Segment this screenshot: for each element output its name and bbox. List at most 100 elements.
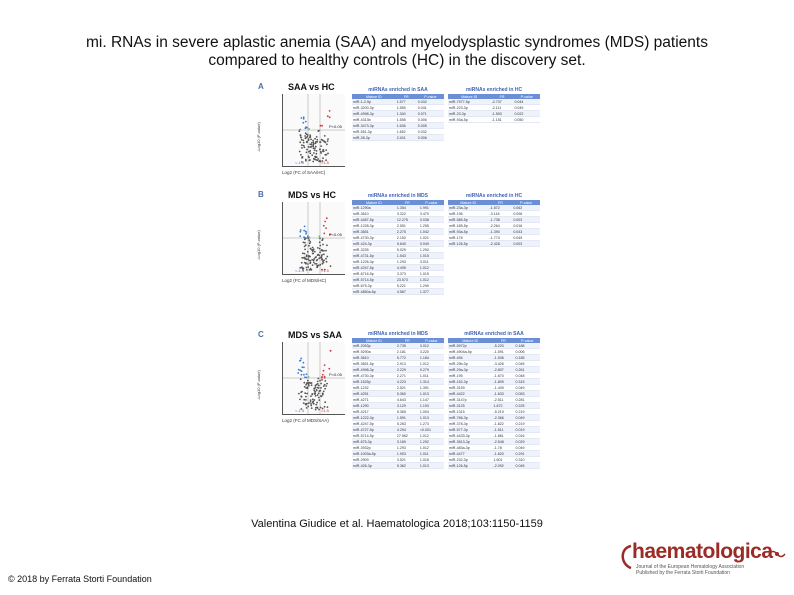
volcano-point — [319, 150, 322, 153]
table-cell: miR-378-3p — [448, 420, 493, 427]
table-cell: miR-178 — [448, 234, 489, 241]
table-cell: 0.043 — [512, 228, 540, 235]
volcano-point — [303, 381, 306, 384]
volcano-point — [323, 140, 325, 143]
table-title: miRNAs enriched in MDS — [367, 193, 428, 199]
volcano-point — [324, 401, 327, 404]
table-cell: -2.366 — [492, 414, 515, 421]
table-cell: miR-1222-3p — [352, 414, 396, 421]
volcano-point — [317, 264, 320, 267]
table-row: miR-2909 3.521 1.018 — [352, 456, 444, 463]
volcano-point — [326, 115, 329, 118]
table-header-row: Mature ID FR P-value — [352, 338, 444, 343]
table-cell: miR-126-5p — [448, 462, 493, 469]
fc-right-label: >1.5 — [321, 160, 330, 165]
table-row: miR-4217 5.365 1.004 — [352, 408, 444, 415]
table-row: miR-3473-3p 1.636 0.005 — [352, 122, 444, 129]
table-cell: 4.223 — [395, 378, 419, 385]
table-row: miR-4727-5p 4.294 <0.001 — [352, 426, 444, 433]
volcano-point — [322, 385, 325, 387]
table-cell: 1.011 — [418, 450, 444, 457]
volcano-point — [306, 392, 308, 395]
plot-area: P=0.05 <-1.5 >1.5 — [282, 202, 345, 275]
table-cell: 0.071 — [416, 110, 444, 117]
table-cell: 5.221 — [395, 282, 419, 289]
table-cell: 0.016 — [512, 222, 540, 229]
table-cell: -1.620 — [492, 450, 515, 457]
table-row: miR-4731-5p 1.543 1.015 — [352, 252, 444, 259]
table-cell: 5.772 — [395, 354, 419, 361]
volcano-point — [309, 143, 312, 146]
volcano-point — [305, 403, 307, 406]
table-row: miR-4251 5.360 1.013 — [352, 390, 444, 397]
plot-title: MDS vs HC — [288, 190, 337, 200]
volcano-point — [304, 137, 307, 140]
table-cell: 1.012 — [418, 444, 444, 451]
table-cell: -1.633 — [492, 390, 515, 397]
table-row: miR-195 -1.670 0.048 — [448, 372, 540, 379]
volcano-point — [297, 368, 300, 371]
table-cell: 0.049 — [418, 240, 444, 247]
table-cell: 3.011 — [418, 258, 444, 265]
table-cell: miR-4247-5p — [352, 264, 396, 271]
volcano-point — [304, 237, 307, 240]
volcano-point — [324, 380, 327, 382]
volcano-point — [302, 141, 305, 144]
table-row: miR-29b-3p -3.426 0.045 — [448, 360, 540, 367]
table-cell: 0.032 — [416, 99, 444, 105]
volcano-point — [323, 232, 326, 235]
volcano-point — [299, 235, 302, 237]
volcano-point — [303, 229, 305, 232]
volcano-point — [310, 141, 313, 144]
volcano-point — [318, 235, 321, 238]
table-cell: miR-223-3p — [448, 104, 491, 111]
volcano-point — [304, 135, 306, 137]
table-row: miR-4433-3p -1.861 0.016 — [448, 432, 540, 439]
table-row: miR-232-3p 1.601 0.310 — [448, 456, 540, 463]
table-cell: miR-4422 — [448, 390, 493, 397]
volcano-point — [316, 258, 319, 261]
table-row: miR-3125 1.672 0.225 — [448, 402, 540, 409]
volcano-point — [309, 241, 312, 243]
logo-wordmark: haematologica — [632, 540, 773, 563]
table-row: miR-23a-3p -1.572 0.062 — [448, 205, 540, 211]
table-cell: -1.390 — [488, 228, 513, 235]
table-cell: 5.365 — [395, 408, 419, 415]
volcano-plot: SAA vs HC -Log10 (P-value) P=0.05 <-1.5 >1… — [256, 82, 346, 180]
association-mark-icon — [768, 550, 786, 558]
volcano-point — [309, 401, 312, 403]
table-cell: miR-494 — [448, 354, 493, 361]
table-cell: miR-4850a-5p — [352, 288, 396, 295]
table-cell: -5.220 — [492, 343, 515, 349]
table-row: miR-1525p 4.223 1.314 — [352, 378, 444, 385]
volcano-point — [308, 384, 310, 387]
volcano-point — [315, 263, 318, 265]
table-row: miR-23-3p -1.593 0.022 — [448, 110, 540, 117]
table-cell: miR-3473-3p — [352, 122, 396, 129]
table-row: miR-4998-3p 2.229 0.279 — [352, 366, 444, 373]
table-row: miR-1-2-5p 1.577 0.032 — [352, 99, 444, 105]
volcano-point — [305, 373, 308, 376]
table-title: miRNAs enriched in SAA — [368, 87, 428, 93]
volcano-point — [305, 269, 308, 271]
table-cell: 0.219 — [514, 420, 540, 427]
table-cell: miR-2053p — [352, 343, 396, 349]
volcano-point — [321, 262, 324, 265]
volcano-point — [322, 148, 325, 151]
table-cell: 0.006 — [514, 348, 540, 355]
volcano-point — [307, 235, 309, 237]
table-cell: 1.292 — [418, 438, 444, 445]
volcano-point — [302, 361, 305, 364]
volcano-point — [305, 382, 308, 385]
table-cell: miR-93a-5p — [448, 228, 489, 235]
volcano-point — [297, 372, 300, 374]
column-header: Mature ID — [448, 338, 493, 343]
fc-right-label: >1.5 — [321, 268, 330, 273]
volcano-point — [308, 239, 311, 242]
volcano-point — [316, 138, 319, 141]
table-cell: 2.275 — [395, 228, 419, 235]
volcano-point — [325, 153, 328, 156]
table-cell: 5.640 — [395, 240, 419, 247]
volcano-point — [302, 267, 305, 270]
volcano-point — [305, 232, 307, 235]
